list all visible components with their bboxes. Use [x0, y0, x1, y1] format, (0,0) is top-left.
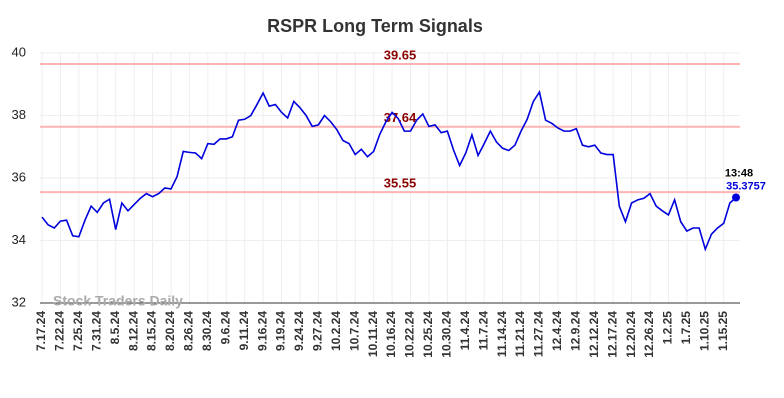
x-tick-label: 11.7.24: [476, 311, 490, 351]
x-tick-label: 12.26.24: [642, 311, 656, 358]
x-tick-label: 7.17.24: [34, 311, 48, 351]
x-tick-label: 9.11.24: [237, 311, 251, 351]
x-tick-label: 8.20.24: [163, 311, 177, 351]
price-line: [41, 90, 737, 252]
chart-title: RSPR Long Term Signals: [267, 16, 483, 36]
x-tick-label: 10.11.24: [366, 311, 380, 357]
x-tick-label: 1.7.25: [679, 311, 693, 345]
signal-label: 39.65: [384, 47, 417, 62]
y-tick-label: 32: [12, 294, 26, 309]
x-tick-label: 12.9.24: [568, 311, 582, 351]
x-tick-label: 12.17.24: [605, 311, 619, 358]
y-tick-label: 40: [12, 44, 26, 59]
x-tick-label: 11.14.24: [495, 311, 509, 357]
x-tick-label: 9.24.24: [292, 311, 306, 351]
last-point: [732, 193, 740, 202]
watermark: Stock Traders Daily: [53, 293, 183, 309]
y-tick-label: 34: [12, 232, 26, 247]
x-tick-label: 1.15.25: [716, 311, 730, 351]
last-time: 13:48: [725, 167, 753, 179]
x-tick-label: 8.15.24: [145, 311, 159, 351]
x-tick-label: 10.16.24: [384, 311, 398, 358]
last-value: 35.3757: [726, 180, 766, 192]
x-tick-label: 10.7.24: [347, 311, 361, 351]
x-tick-label: 9.27.24: [311, 311, 325, 351]
x-tick-label: 9.16.24: [255, 311, 269, 351]
x-tick-label: 8.26.24: [182, 311, 196, 351]
x-tick-label: 11.27.24: [532, 311, 546, 357]
x-tick-label: 12.20.24: [624, 311, 638, 358]
x-tick-label: 8.5.24: [108, 311, 122, 345]
x-tick-label: 8.12.24: [126, 311, 140, 351]
x-tick-label: 10.30.24: [440, 311, 454, 358]
x-tick-label: 9.19.24: [274, 311, 288, 351]
signal-label: 37.64: [384, 110, 417, 125]
y-tick-label: 36: [12, 169, 26, 184]
x-tick-label: 10.25.24: [421, 311, 435, 358]
signal-label: 35.55: [384, 176, 417, 191]
y-tick-label: 38: [12, 107, 26, 122]
x-tick-label: 12.4.24: [550, 311, 564, 351]
x-tick-label: 7.31.24: [89, 311, 103, 351]
x-tick-label: 11.4.24: [458, 311, 472, 351]
x-tick-label: 1.10.25: [697, 311, 711, 351]
x-tick-label: 10.2.24: [329, 311, 343, 351]
x-tick-label: 10.22.24: [403, 311, 417, 358]
x-tick-label: 7.22.24: [53, 311, 67, 351]
x-tick-label: 8.30.24: [200, 311, 214, 351]
x-tick-label: 7.25.24: [71, 311, 85, 351]
x-tick-label: 1.2.25: [661, 311, 675, 345]
x-tick-label: 11.21.24: [513, 311, 527, 357]
x-tick-label: 9.6.24: [218, 311, 232, 345]
x-tick-label: 12.12.24: [587, 311, 601, 358]
